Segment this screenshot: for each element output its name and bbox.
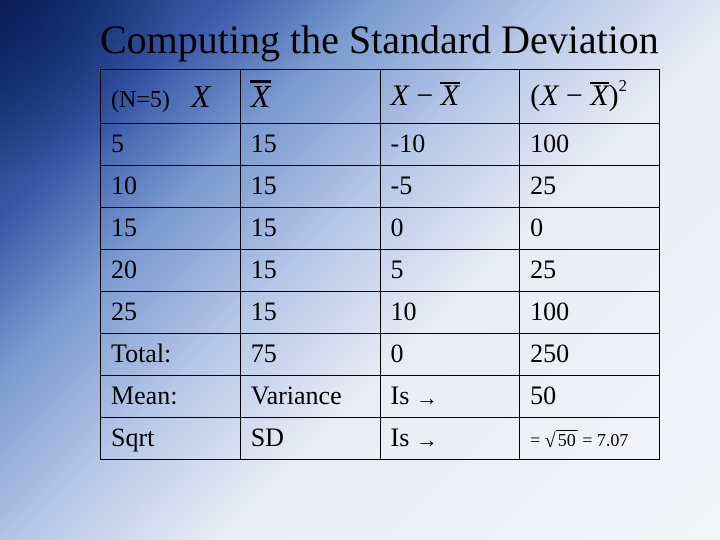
page-title: Computing the Standard Deviation	[100, 18, 680, 63]
cell: 15	[240, 207, 380, 249]
table-header-row: (N=5) X X X − X (X − X)2	[101, 69, 660, 123]
cell: 0	[520, 207, 660, 249]
cell: 25	[520, 165, 660, 207]
cell: 15	[240, 249, 380, 291]
cell: 75	[240, 333, 380, 375]
cell: Mean:	[101, 375, 241, 417]
table-row-sqrt: Sqrt SD Is → = √50 = 7.07	[101, 417, 660, 459]
header-n-label: (N=5)	[111, 87, 170, 113]
table-row: 20 15 5 25	[101, 249, 660, 291]
cell: 10	[101, 165, 241, 207]
sd-table: (N=5) X X X − X (X − X)2 5 15 -10 100	[100, 69, 660, 460]
cell-sqrt-result: = √50 = 7.07	[520, 417, 660, 459]
arrow-right-icon: →	[416, 385, 438, 411]
table-body: 5 15 -10 100 10 15 -5 25 15 15 0 0 20 15…	[101, 123, 660, 459]
header-xminusxbar-sq: (X − X)2	[520, 69, 660, 123]
cell: 15	[240, 123, 380, 165]
cell: 100	[520, 123, 660, 165]
cell: 10	[380, 291, 520, 333]
cell: 250	[520, 333, 660, 375]
cell: 5	[101, 123, 241, 165]
cell: 15	[240, 291, 380, 333]
header-xminusxbar-icon: X − X	[391, 79, 460, 113]
equals-icon: =	[582, 430, 592, 450]
cell: Total:	[101, 333, 241, 375]
header-xbar-icon: X	[251, 78, 271, 115]
cell: -5	[380, 165, 520, 207]
sqrt-arg: 50	[556, 430, 578, 449]
table-row: 5 15 -10 100	[101, 123, 660, 165]
cell: SD	[240, 417, 380, 459]
cell: 50	[520, 375, 660, 417]
cell-is-arrow: Is →	[380, 375, 520, 417]
table-row-total: Total: 75 0 250	[101, 333, 660, 375]
slide: Computing the Standard Deviation (N=5) X…	[0, 0, 720, 540]
cell: Variance	[240, 375, 380, 417]
cell-is-arrow: Is →	[380, 417, 520, 459]
table-row: 10 15 -5 25	[101, 165, 660, 207]
cell: 25	[101, 291, 241, 333]
cell: 15	[101, 207, 241, 249]
cell: -10	[380, 123, 520, 165]
cell: 15	[240, 165, 380, 207]
cell: 20	[101, 249, 241, 291]
cell: 0	[380, 207, 520, 249]
arrow-right-icon: →	[416, 427, 438, 453]
header-xminusxbar: X − X	[380, 69, 520, 123]
header-X-icon: X	[191, 78, 211, 115]
sqrt-icon: √	[545, 430, 556, 452]
equals-icon: =	[530, 430, 540, 450]
cell: Sqrt	[101, 417, 241, 459]
cell: 0	[380, 333, 520, 375]
header-xminusxbar-sq-icon: (X − X)2	[530, 79, 627, 113]
is-label: Is	[391, 381, 416, 410]
table-row: 25 15 10 100	[101, 291, 660, 333]
header-n: (N=5) X	[101, 69, 241, 123]
sqrt-value: 7.07	[597, 430, 629, 450]
is-label: Is	[391, 423, 416, 452]
cell: 5	[380, 249, 520, 291]
table-row-mean: Mean: Variance Is → 50	[101, 375, 660, 417]
cell: 100	[520, 291, 660, 333]
cell: 25	[520, 249, 660, 291]
table-row: 15 15 0 0	[101, 207, 660, 249]
sqrt-expression: = √50 = 7.07	[530, 430, 628, 450]
header-xbar: X	[240, 69, 380, 123]
